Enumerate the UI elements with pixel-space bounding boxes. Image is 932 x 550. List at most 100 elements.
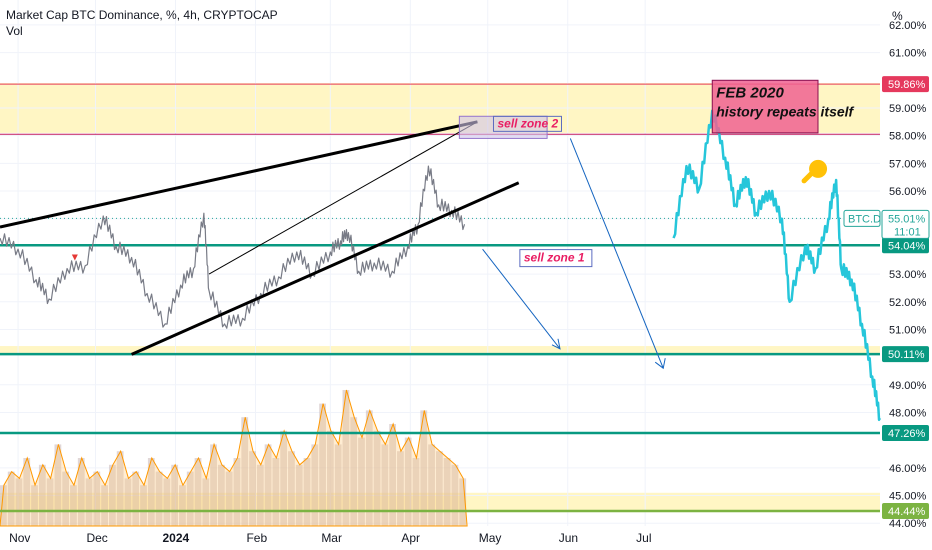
current-price-text[interactable]: 55.01% (888, 213, 926, 225)
price-label-text[interactable]: 54.04% (888, 240, 926, 252)
price-label-badge[interactable] (882, 503, 929, 520)
wedge-inner-line (208, 121, 478, 275)
x-tick-label[interactable]: Feb (246, 531, 267, 545)
price-label-text[interactable]: 59.86% (888, 79, 926, 91)
volume-bar (381, 444, 389, 526)
volume-bar (397, 451, 404, 526)
volume-bar (23, 458, 31, 526)
x-tick-label[interactable]: 2024 (162, 531, 189, 545)
price-label-text[interactable]: 50.11% (888, 349, 925, 361)
price-label-text[interactable]: 44.44% (888, 506, 926, 518)
banner-line-1: FEB 2020 (716, 84, 784, 101)
volume-bar (186, 471, 194, 526)
volume-bar (326, 430, 334, 526)
x-tick-label[interactable]: Dec (86, 531, 107, 545)
y-tick-label[interactable]: 59.00% (889, 103, 927, 115)
volume-ma-area (0, 389, 468, 527)
arrowhead-icon (654, 358, 666, 370)
y-tick-label[interactable]: 46.00% (889, 463, 927, 475)
volume-bar (38, 464, 46, 526)
volume-bar (264, 444, 272, 526)
wedge-upper-line (0, 120, 478, 229)
y-tick-label[interactable]: 48.00% (889, 407, 927, 419)
highlight-zones (0, 83, 880, 513)
volume-bar (132, 471, 140, 526)
countdown-text[interactable]: 11:01 (894, 226, 921, 238)
volume-bar (358, 437, 365, 526)
volume-bar (350, 417, 358, 526)
volume-bar (0, 485, 7, 526)
volume-bar (365, 410, 373, 526)
chart-title: Market Cap BTC Dominance, %, 4h, CRYPTOC… (6, 8, 278, 22)
x-tick-label[interactable]: Nov (9, 531, 30, 545)
price-label-badge[interactable] (882, 76, 929, 93)
volume-bar (210, 444, 217, 526)
arrow-projection (569, 138, 664, 369)
volume-bar (124, 478, 132, 526)
sell-zone-1-label: sell zone 1 (524, 251, 585, 265)
volume-bars (0, 389, 468, 527)
y-tick-label[interactable]: 53.00% (889, 269, 927, 281)
symbol-badge[interactable] (843, 209, 881, 227)
x-tick-label[interactable]: May (479, 531, 502, 545)
series-line (672, 109, 882, 422)
volume-bar (163, 478, 171, 526)
price-label-text[interactable]: 47.26% (888, 428, 926, 440)
volume-bar (62, 471, 70, 526)
volume-bar (459, 478, 467, 526)
y-tick-label[interactable]: 51.00% (889, 324, 927, 336)
volume-bar (116, 451, 124, 526)
chart-grid (0, 0, 880, 526)
price-axis[interactable]: 62.00% 61.00% 59.00% 58.00% 57.00% 56.00% 55.0… (843, 20, 930, 530)
volume-bar (241, 417, 249, 526)
volume-bar (70, 485, 77, 526)
volume-bar (420, 410, 428, 526)
volume-bar (77, 458, 85, 526)
banner-line-2: history repeats itself (716, 103, 854, 119)
y-tick-label[interactable]: 57.00% (889, 158, 927, 170)
volume-bar (101, 485, 108, 526)
volume-bar (412, 458, 420, 526)
y-tick-label[interactable]: 56.00% (889, 186, 927, 198)
x-tick-label[interactable]: Jul (636, 531, 651, 545)
volume-bar (179, 485, 186, 526)
y-tick-label[interactable]: 45.00% (889, 491, 927, 503)
wedge-lower-line (131, 181, 520, 356)
volume-bar (342, 390, 350, 526)
pointing-finger-icon (801, 170, 815, 184)
x-tick-label[interactable]: Mar (321, 531, 342, 545)
x-tick-label[interactable]: Apr (401, 531, 420, 545)
volume-bar (85, 478, 93, 526)
volume-bar (217, 464, 225, 526)
symbol-label[interactable]: BTC.D (848, 213, 881, 225)
indicator-label[interactable]: Vol (6, 24, 23, 38)
time-axis[interactable]: Nov Dec 2024 Feb Mar Apr May Jun Jul (9, 531, 651, 545)
y-tick-label[interactable]: 49.00% (889, 380, 927, 392)
series-line (0, 165, 466, 329)
volume-bar (46, 478, 54, 526)
y-tick-label[interactable]: 61.00% (889, 48, 927, 60)
sell-zone-2-frame (492, 115, 562, 132)
current-price-badge[interactable] (881, 209, 930, 239)
sell-zone-2-label: sell zone 2 (497, 116, 558, 130)
horizontal-levels (0, 83, 880, 513)
volume-bar (295, 464, 303, 526)
price-label-badge[interactable] (882, 424, 929, 441)
arrowhead-icon (551, 338, 561, 350)
x-tick-label[interactable]: Jun (559, 531, 578, 545)
volume-bar (451, 464, 459, 526)
y-tick-label[interactable]: 62.00% (889, 20, 927, 32)
price-label-badge[interactable] (882, 237, 929, 254)
volume-bar (443, 458, 451, 526)
volume-bar (140, 485, 147, 526)
price-label-badge[interactable] (882, 346, 929, 363)
volume-bar (389, 424, 397, 526)
volume-bar (428, 444, 435, 526)
highlight-zone (0, 346, 880, 355)
y-tick-label[interactable]: 52.00% (889, 297, 927, 309)
volume-bar (319, 403, 326, 526)
volume-bar (155, 471, 163, 526)
y-tick-label[interactable]: 58.00% (889, 131, 927, 143)
y-tick-label[interactable]: 44.00% (889, 518, 927, 530)
